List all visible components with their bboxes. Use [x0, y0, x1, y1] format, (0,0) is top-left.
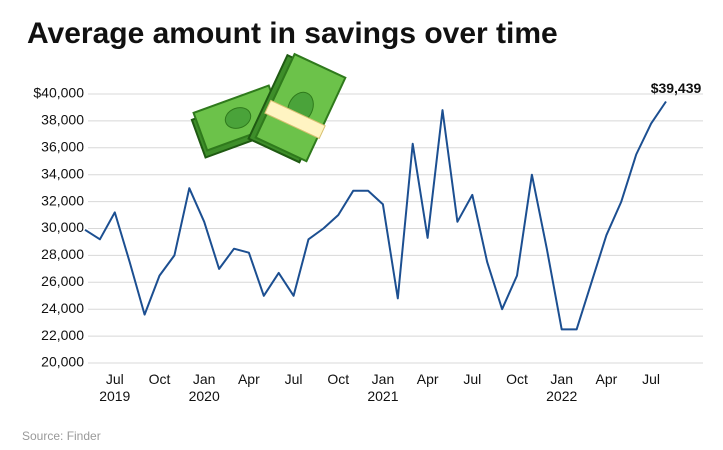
x-tick-label: Jan 2020: [189, 371, 220, 404]
y-tick-label: 38,000: [41, 112, 84, 128]
x-tick-label: Jul: [642, 371, 660, 387]
x-tick-label: Jul: [463, 371, 481, 387]
y-tick-label: 36,000: [41, 139, 84, 155]
money-icon: [190, 52, 347, 164]
x-tick-label: Apr: [238, 371, 260, 387]
y-tick-label: 20,000: [41, 354, 84, 370]
y-tick-label: 30,000: [41, 219, 84, 235]
x-tick-label: Jan 2021: [367, 371, 398, 404]
source: Source: Finder: [22, 429, 101, 443]
y-tick-label: 22,000: [41, 327, 84, 343]
chart-title: Average amount in savings over time: [27, 17, 558, 50]
x-tick-label: Jul: [285, 371, 303, 387]
x-tick-label: Jul 2019: [99, 371, 130, 404]
value-label: $39,439: [651, 80, 702, 96]
x-tick-label: Oct: [149, 371, 171, 387]
y-tick-label: 26,000: [41, 273, 84, 289]
x-tick-label: Jan 2022: [546, 371, 577, 404]
y-tick-label: $40,000: [33, 85, 84, 101]
x-tick-label: Apr: [417, 371, 439, 387]
y-tick-label: 24,000: [41, 300, 84, 316]
y-tick-label: 34,000: [41, 165, 84, 181]
x-tick-label: Apr: [596, 371, 618, 387]
data-line: [84, 100, 667, 331]
x-tick-label: Oct: [506, 371, 528, 387]
x-tick-label: Oct: [327, 371, 349, 387]
y-tick-label: 28,000: [41, 246, 84, 262]
y-tick-label: 32,000: [41, 192, 84, 208]
